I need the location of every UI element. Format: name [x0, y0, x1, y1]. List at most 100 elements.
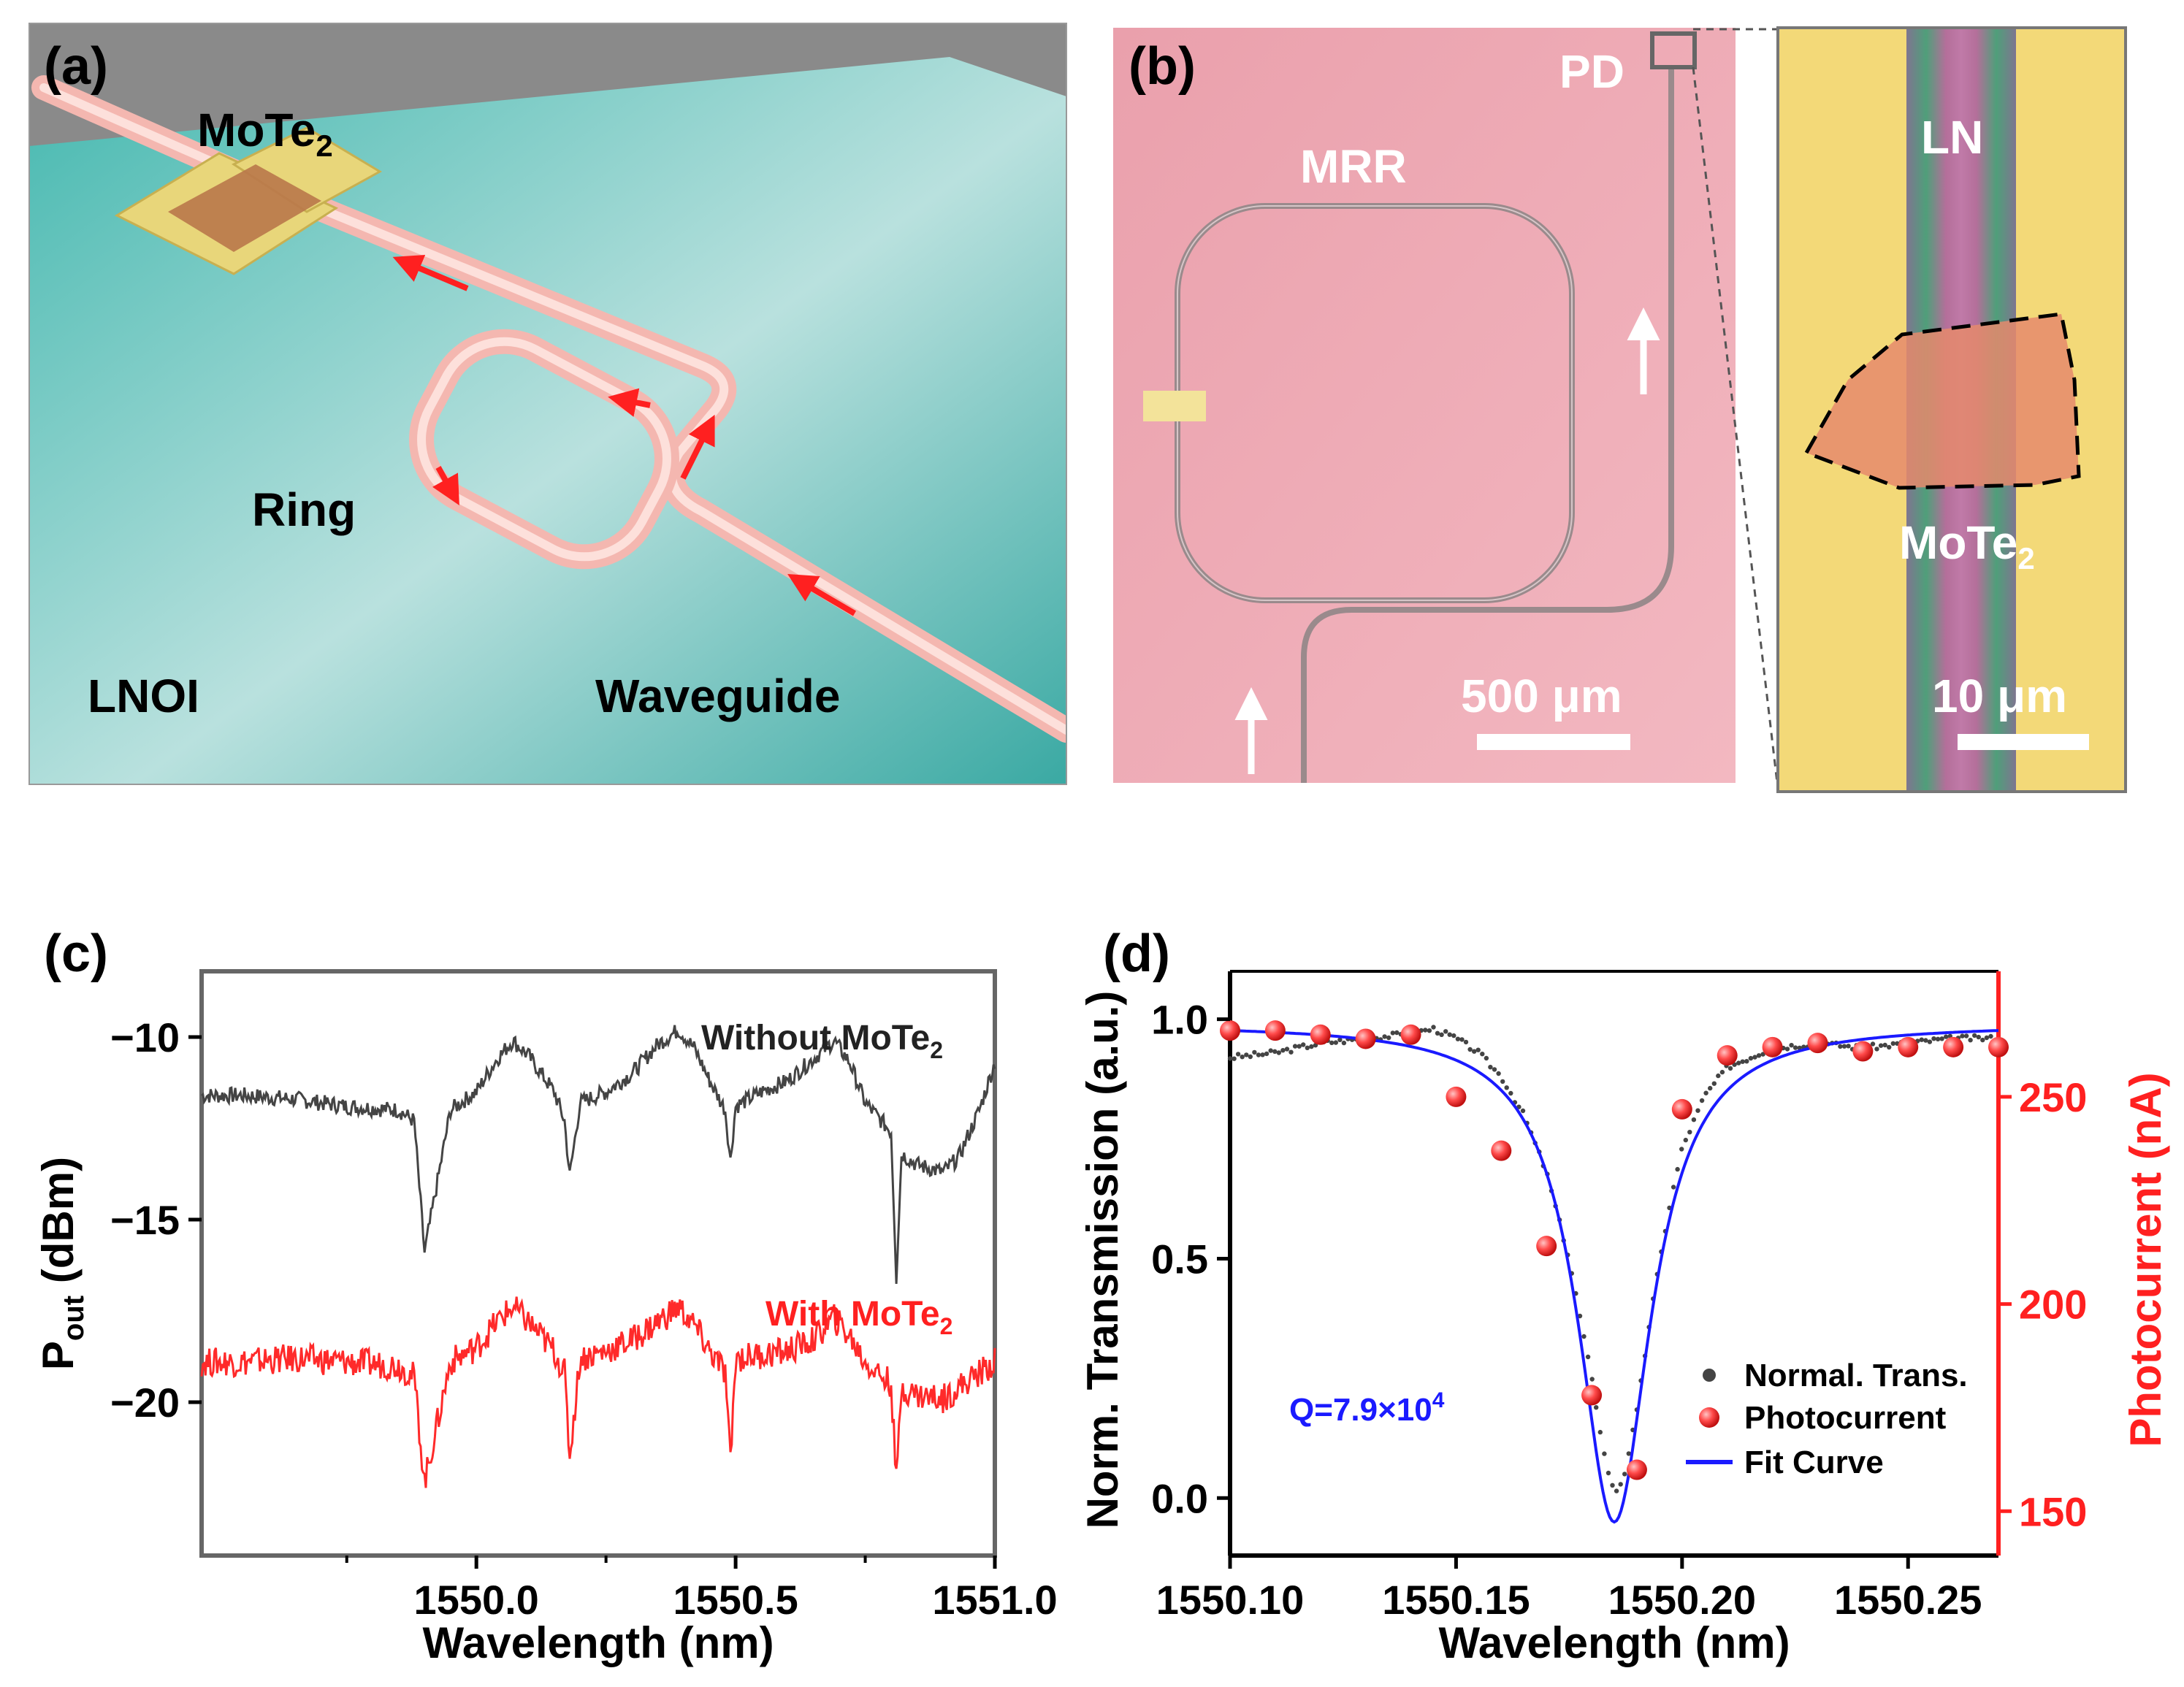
- transmission-point: [1390, 1030, 1396, 1036]
- transmission-point: [1597, 1429, 1603, 1435]
- photocurrent-point: [1264, 1020, 1286, 1041]
- transmission-point: [1687, 1130, 1692, 1135]
- label-waveguide: Waveguide: [595, 670, 840, 722]
- series-line-without-mote2: [201, 1025, 996, 1284]
- transmission-point: [1618, 1482, 1623, 1487]
- panel-label-d: (d): [1103, 925, 1170, 983]
- transmission-point: [1467, 1047, 1473, 1052]
- label-ln: LN: [1921, 111, 1983, 164]
- scale-bar: [1477, 734, 1630, 750]
- chart-c: 1550.0 1550.5 1551.0 −10 −15 −20: [110, 969, 1058, 1623]
- transmission-point: [1492, 1067, 1497, 1072]
- transmission-point: [1329, 1040, 1335, 1046]
- transmission-point: [1240, 1055, 1245, 1060]
- transmission-point: [1235, 1052, 1241, 1057]
- transmission-point: [1227, 1056, 1233, 1061]
- photocurrent-point: [1626, 1459, 1647, 1480]
- transmission-point: [1496, 1071, 1501, 1076]
- transmission-point: [1919, 1037, 1924, 1042]
- label-mote2: MoTe2: [197, 104, 333, 163]
- photocurrent-point: [1310, 1024, 1331, 1045]
- transmission-point: [1708, 1085, 1713, 1091]
- transmission-point: [1944, 1034, 1949, 1039]
- transmission-point: [1890, 1041, 1895, 1047]
- panel-label-c: (c): [44, 925, 108, 983]
- photocurrent-point: [1852, 1041, 1874, 1062]
- transmission-point: [1472, 1049, 1477, 1054]
- transmission-point: [1882, 1042, 1887, 1048]
- transmission-point: [1699, 1098, 1705, 1103]
- legend-label-trans: Normal. Trans.: [1744, 1358, 1968, 1393]
- inset-scale-bar-label: 10 μm: [1932, 670, 2067, 722]
- x-tick-label-d: 1550.10: [1156, 1577, 1304, 1623]
- y-tick-label-right-d: 150: [2019, 1488, 2087, 1534]
- transmission-point: [1740, 1059, 1745, 1064]
- transmission-point: [1504, 1085, 1509, 1090]
- transmission-point: [1301, 1042, 1306, 1047]
- transmission-point: [1602, 1451, 1607, 1456]
- device-schematic: [29, 23, 1066, 784]
- transmission-point: [1455, 1036, 1461, 1041]
- transmission-point: [1581, 1334, 1587, 1339]
- transmission-point: [1463, 1039, 1469, 1045]
- transmission-point: [1870, 1041, 1876, 1047]
- transmission-point: [1480, 1052, 1485, 1057]
- transmission-point: [1752, 1055, 1757, 1060]
- transmission-point: [1748, 1055, 1754, 1061]
- y-tick-label-c: −15: [110, 1197, 180, 1243]
- photocurrent-point: [1581, 1385, 1603, 1406]
- transmission-point: [1443, 1029, 1448, 1034]
- transmission-point: [1508, 1090, 1513, 1096]
- transmission-point: [1984, 1035, 1990, 1041]
- transmission-point: [1874, 1047, 1879, 1052]
- transmission-point: [1963, 1033, 1969, 1038]
- panel-label-a: (a): [44, 37, 108, 96]
- y-tick-label-c: −20: [110, 1380, 180, 1426]
- legend-marker-trans: [1703, 1369, 1716, 1382]
- photocurrent-point: [1807, 1033, 1828, 1054]
- y-axis-label-right-d: Photocurrent (nA): [2121, 1072, 2170, 1447]
- y-tick-label-c: −10: [110, 1014, 180, 1060]
- transmission-point: [1435, 1030, 1440, 1036]
- flake-outline: [1803, 312, 2081, 490]
- transmission-point: [1792, 1045, 1798, 1050]
- transmission-point: [1671, 1185, 1676, 1190]
- transmission-point: [1260, 1052, 1265, 1057]
- transmission-point: [1841, 1044, 1847, 1049]
- transmission-point: [1719, 1069, 1725, 1075]
- plot-frame-c: [199, 969, 997, 1558]
- panel-a: (a) MoTe2 Ring LNOI Waveguide: [28, 23, 1067, 785]
- photocurrent-point: [1446, 1086, 1467, 1107]
- transmission-point: [1960, 1033, 1965, 1038]
- y-axis-label-left-d: Norm. Transmission (a.u.): [1078, 991, 1127, 1529]
- q-factor-annotation: Q=7.9×104: [1289, 1388, 1445, 1428]
- transmission-point: [1727, 1066, 1733, 1071]
- transmission-point: [1988, 1033, 1993, 1039]
- x-tick-label-d: 1550.20: [1608, 1577, 1756, 1623]
- y-tick-label-right-d: 250: [2019, 1074, 2087, 1120]
- x-tick-label-c: 1550.5: [673, 1577, 798, 1623]
- transmission-point: [1931, 1036, 1936, 1041]
- x-tick-label-c: 1550.0: [414, 1577, 539, 1623]
- transmission-point: [1284, 1047, 1290, 1052]
- transmission-point: [1695, 1108, 1700, 1113]
- transmission-point: [1589, 1377, 1595, 1382]
- transmission-point: [1431, 1025, 1436, 1030]
- legend-label-fit: Fit Curve: [1744, 1445, 1884, 1480]
- transmission-point: [1451, 1033, 1456, 1038]
- transmission-point: [1264, 1051, 1269, 1057]
- mote2-flake-inset: [1806, 314, 2079, 488]
- propagation-arrow: [787, 573, 857, 616]
- transmission-point: [1935, 1036, 1941, 1042]
- photocurrent-point: [1898, 1036, 1919, 1057]
- transmission-point: [1244, 1052, 1249, 1057]
- transmission-point: [1337, 1037, 1343, 1043]
- label-mrr: MRR: [1300, 140, 1407, 193]
- transmission-point: [1980, 1037, 1985, 1043]
- transmission-point: [1760, 1052, 1765, 1057]
- transmission-point: [1923, 1038, 1928, 1043]
- transmission-point: [1423, 1028, 1428, 1033]
- transmission-point: [1744, 1059, 1749, 1064]
- panel-d: (d) 1550.10 1550.15 1550.20 1550.25 0.0 0.5 1.…: [1078, 925, 2170, 1667]
- transmission-point: [1736, 1060, 1741, 1066]
